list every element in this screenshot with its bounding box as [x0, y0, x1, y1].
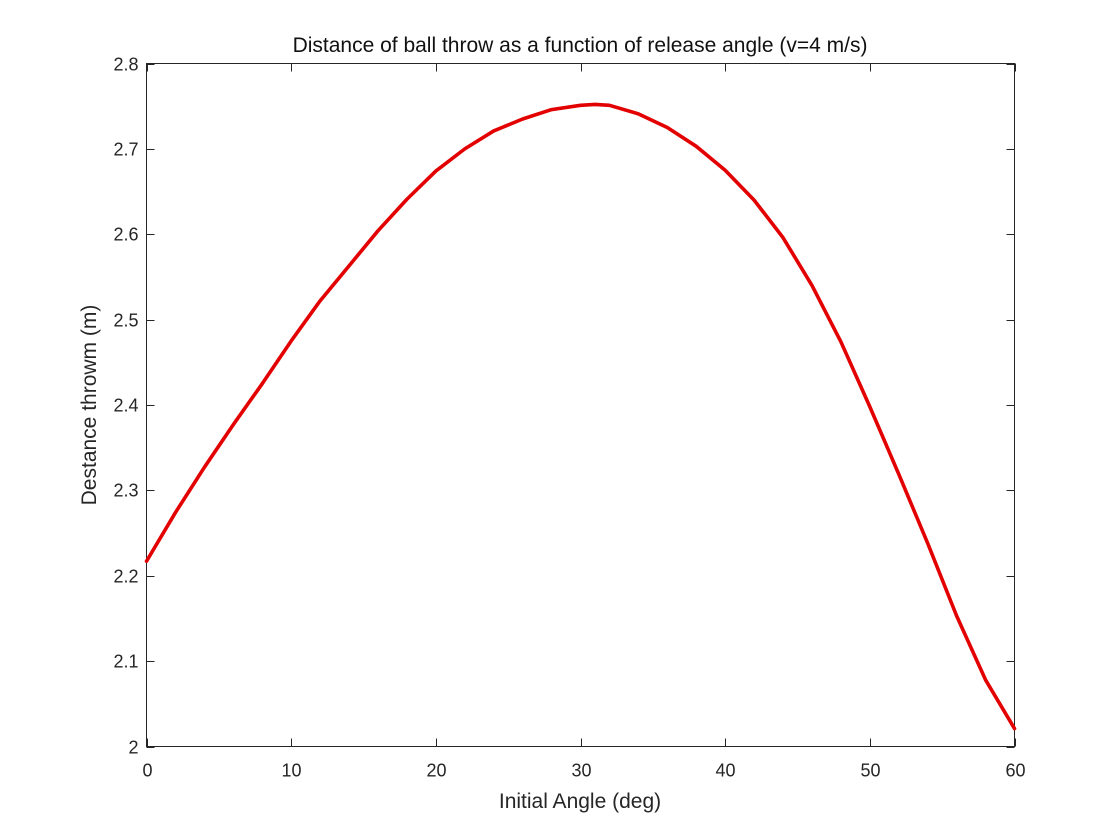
y-tick-label: 2.4 [113, 396, 138, 416]
y-tick-label: 2.8 [113, 55, 138, 75]
x-tick-label: 40 [715, 761, 735, 781]
x-axis-label: Initial Angle (deg) [499, 790, 661, 813]
x-tick-label: 30 [571, 761, 591, 781]
y-tick-label: 2 [128, 738, 138, 758]
y-tick-label: 2.3 [113, 481, 138, 501]
y-tick-label: 2.5 [113, 311, 138, 331]
tick-marks [146, 63, 1016, 748]
y-tick-label: 2.7 [113, 140, 138, 160]
x-tick-label: 20 [426, 761, 446, 781]
chart-title: Distance of ball throw as a function of … [293, 34, 868, 57]
y-tick-label: 2.2 [113, 567, 138, 587]
x-tick-label: 50 [860, 761, 880, 781]
y-tick-label: 2.1 [113, 652, 138, 672]
x-tick-label: 10 [281, 761, 301, 781]
y-axis-label: Destance throwm (m) [78, 305, 101, 506]
plot-area [146, 63, 1015, 747]
y-tick-label: 2.6 [113, 225, 138, 245]
tick-labels: 0 10 20 30 40 50 60 2 2.1 2.2 2.3 2.4 2.5 2.6 2.7 2.8 [113, 55, 1025, 781]
x-tick-label: 0 [142, 761, 152, 781]
x-tick-label: 60 [1005, 761, 1025, 781]
distance-curve [144, 102, 1017, 731]
